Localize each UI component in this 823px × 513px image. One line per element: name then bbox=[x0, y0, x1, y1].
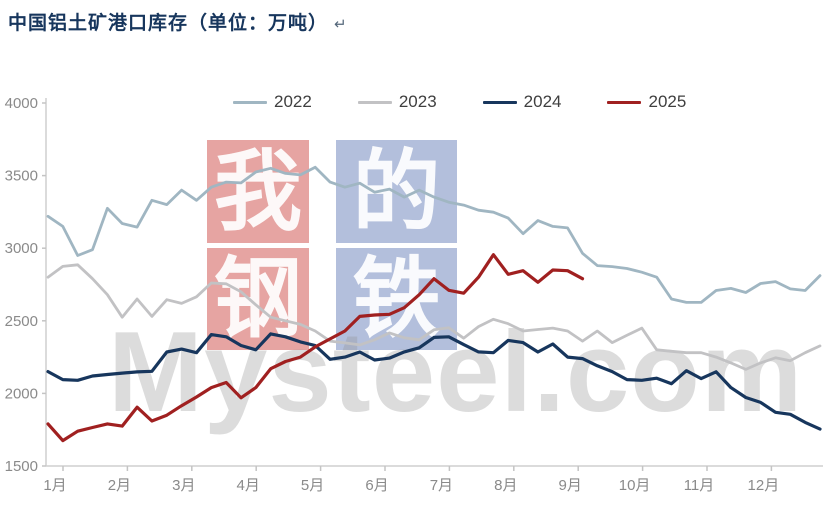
legend-item-2024: 2024 bbox=[482, 92, 562, 112]
x-tick-label: 8月 bbox=[494, 477, 517, 494]
y-tick-label: 3500 bbox=[5, 168, 38, 185]
x-tick-label: 5月 bbox=[301, 477, 324, 494]
watermark-char-wo: 我 bbox=[207, 140, 309, 243]
x-tick-label: 1月 bbox=[43, 477, 66, 494]
series-2022-line bbox=[46, 165, 822, 304]
series-2024-line bbox=[46, 332, 822, 431]
watermark-char-de: 的 bbox=[336, 140, 457, 243]
paragraph-return-mark: ↵ bbox=[334, 16, 347, 33]
series-2025-line bbox=[46, 253, 585, 443]
chart-title-row: 中国铝土矿港口库存（单位：万吨） ↵ bbox=[8, 8, 347, 35]
y-tick-label: 1500 bbox=[5, 458, 38, 475]
x-tick-label: 11月 bbox=[684, 477, 715, 494]
y-tick-label: 4000 bbox=[5, 95, 38, 112]
x-tick-label: 10月 bbox=[619, 477, 651, 494]
legend-item-2025: 2025 bbox=[607, 92, 686, 112]
series-2023-line bbox=[46, 263, 822, 371]
legend-item-2023: 2023 bbox=[357, 92, 437, 112]
watermark-char-gang: 钢 bbox=[207, 248, 309, 350]
legend-swatch-2024 bbox=[482, 100, 517, 104]
legend-label-2023: 2023 bbox=[398, 92, 437, 111]
chart-title: 中国铝土矿港口库存（单位：万吨） bbox=[8, 12, 329, 34]
x-tick-label: 9月 bbox=[559, 477, 582, 494]
x-tick-label: 6月 bbox=[365, 477, 388, 494]
x-tick-label: 4月 bbox=[237, 477, 260, 494]
watermark-char-tie: 铁 bbox=[336, 248, 457, 350]
legend-item-2022: 2022 bbox=[233, 92, 312, 112]
y-tick-label: 3000 bbox=[5, 240, 38, 257]
legend-swatch-2023 bbox=[357, 100, 392, 104]
x-tick-label: 3月 bbox=[172, 477, 195, 494]
legend-label-2024: 2024 bbox=[523, 92, 562, 111]
legend-label-2022: 2022 bbox=[274, 92, 312, 111]
x-tick-label: 7月 bbox=[430, 477, 453, 494]
legend-swatch-2025 bbox=[607, 100, 642, 104]
x-tick-label: 12月 bbox=[748, 477, 780, 494]
y-tick-label: 2000 bbox=[5, 385, 38, 402]
legend-swatch-2022 bbox=[233, 100, 267, 104]
x-tick-label: 2月 bbox=[108, 477, 131, 494]
y-tick-label: 2500 bbox=[5, 313, 38, 330]
chart-legend: 2022 2023 2024 2025 bbox=[233, 92, 686, 112]
legend-label-2025: 2025 bbox=[648, 92, 687, 111]
